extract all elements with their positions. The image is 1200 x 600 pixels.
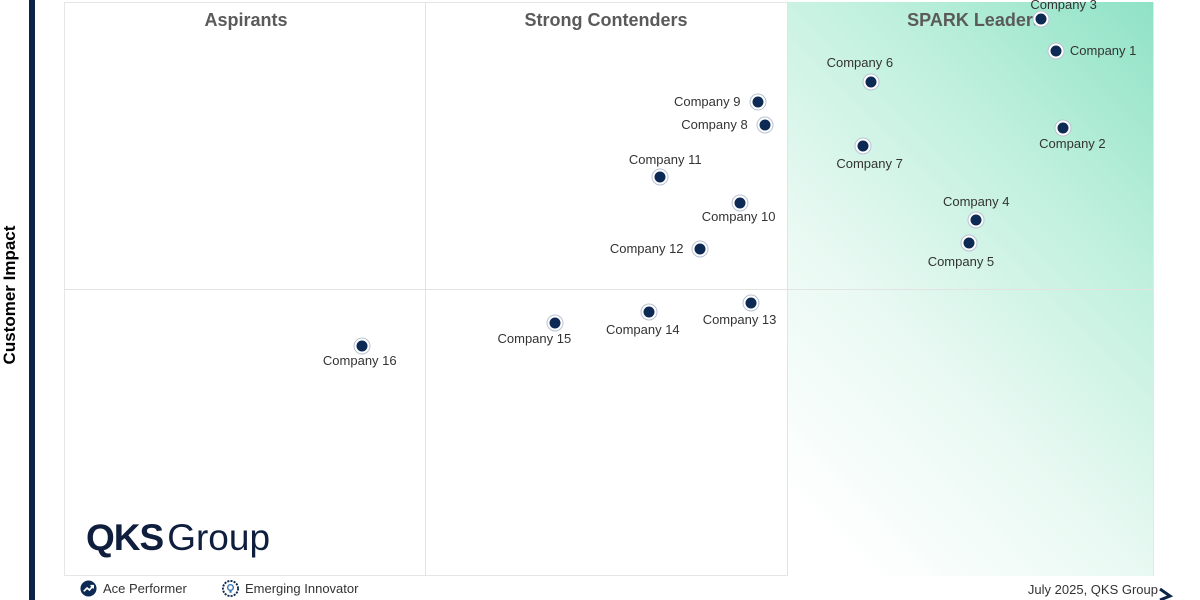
legend-emerging-innovator-label: Emerging Innovator (245, 581, 359, 596)
logo-bold-text: QKS (86, 517, 164, 558)
quadrant-label-aspirants: Aspirants (204, 10, 288, 30)
legend-emerging-innovator: Emerging Innovator (222, 580, 358, 597)
y-axis-label: Customer Impact (0, 225, 19, 365)
data-point (855, 138, 871, 153)
legend-ace-performer: Ace Performer (80, 580, 187, 597)
data-point (354, 338, 370, 354)
quadrant-label-strong-contenders: Strong Contenders (524, 10, 688, 30)
legend-ace-performer-label: Ace Performer (103, 581, 187, 596)
data-point-label: Company 14 (605, 321, 680, 337)
data-point (743, 295, 759, 311)
data-point-label: Company 5 (927, 254, 995, 270)
quadrant-label-spark-leaders: SPARK Leaders (907, 10, 1043, 30)
data-point (1055, 120, 1071, 136)
data-point-label: Company 7 (836, 155, 903, 171)
data-point (961, 235, 977, 251)
data-point-label: Company 1 (1069, 42, 1137, 58)
grid-line-horizontal (64, 289, 1154, 290)
data-point (1033, 11, 1049, 27)
data-point-label: Company 13 (702, 312, 777, 328)
data-point (732, 195, 748, 211)
x-axis-arrow-icon (1159, 588, 1174, 600)
data-point (750, 94, 766, 110)
data-point-label: Company 11 (628, 152, 702, 168)
data-point (652, 169, 668, 185)
data-point (863, 74, 879, 90)
data-point (547, 315, 562, 331)
data-point-label: Company 15 (497, 331, 572, 347)
data-point-label: Company 9 (673, 94, 741, 110)
qks-group-logo: QKS Group (86, 517, 270, 559)
y-axis-bar (29, 0, 35, 600)
data-point-label: Company 16 (322, 353, 397, 369)
data-point-label: Company 10 (701, 208, 776, 224)
logo-regular-text: Group (167, 517, 271, 558)
data-point-label: Company 4 (942, 194, 1010, 210)
data-point-label: Company 12 (609, 240, 684, 256)
footer-date-note: July 2025, QKS Group (1027, 582, 1158, 597)
data-point-label: Company 3 (1030, 0, 1097, 13)
data-point (692, 241, 708, 257)
data-point (757, 117, 773, 133)
lightbulb-gear-icon (222, 580, 239, 597)
data-point-label: Company 2 (1039, 136, 1106, 152)
data-point-label: Company 6 (826, 55, 894, 71)
data-point (1048, 43, 1064, 59)
trend-up-icon (80, 580, 97, 597)
data-point (641, 304, 657, 320)
data-point-label: Company 8 (681, 117, 748, 133)
data-point (968, 212, 984, 228)
